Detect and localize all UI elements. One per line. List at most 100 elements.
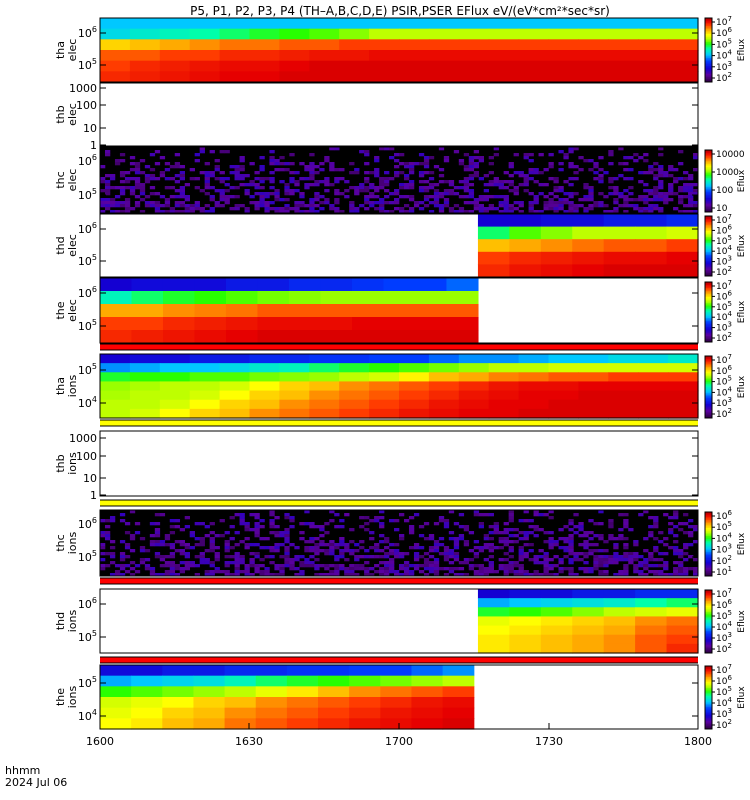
heatmap-cell <box>643 573 649 577</box>
heatmap-cell <box>598 177 604 181</box>
heatmap-cell <box>443 159 450 163</box>
heatmap-cell <box>438 147 445 151</box>
heatmap-cell <box>568 552 574 556</box>
heatmap-cell <box>204 204 210 208</box>
heatmap-cell <box>683 552 689 556</box>
heatmap-cell <box>199 540 205 544</box>
y-axis-label: thb <box>54 454 67 472</box>
heatmap-cell <box>379 570 385 574</box>
heatmap-cell <box>119 180 126 184</box>
heatmap-cell <box>129 573 136 577</box>
heatmap-cell <box>219 363 251 373</box>
heatmap-cell <box>658 552 664 556</box>
heatmap-cell <box>408 162 415 166</box>
heatmap-cell <box>119 189 126 193</box>
colorbar-swatch <box>705 695 712 698</box>
heatmap-cell <box>663 192 669 196</box>
heatmap-cell <box>255 707 288 719</box>
heatmap-cell <box>513 201 519 205</box>
heatmap-cell <box>508 570 514 574</box>
heatmap-cell <box>379 540 385 544</box>
heatmap-cell <box>508 540 514 544</box>
heatmap-cell <box>513 528 519 532</box>
heatmap-cell <box>249 71 280 83</box>
heatmap-cell <box>318 686 350 698</box>
heatmap-cell <box>399 552 405 556</box>
heatmap-cell <box>374 516 380 520</box>
heatmap-cell <box>294 183 300 187</box>
y-axis-label: ions <box>66 531 79 554</box>
heatmap-cell <box>244 174 250 178</box>
heatmap-cell <box>304 510 310 514</box>
heatmap-cell <box>219 354 251 364</box>
heatmap-cell <box>533 198 539 202</box>
heatmap-cell <box>219 372 251 383</box>
heatmap-cell <box>668 381 699 392</box>
heatmap-cell <box>518 204 524 208</box>
heatmap-cell <box>483 195 489 199</box>
heatmap-cell <box>572 589 605 599</box>
heatmap-cell <box>583 159 589 163</box>
heatmap-cell <box>658 183 664 187</box>
heatmap-cell <box>244 546 250 550</box>
heatmap-cell <box>109 555 116 559</box>
heatmap-cell <box>109 186 116 190</box>
colorbar-tick-label: 106 <box>716 598 732 611</box>
heatmap-cell <box>509 264 542 278</box>
colorbar-swatch <box>705 306 712 308</box>
heatmap-cell <box>643 567 649 571</box>
heatmap-cell <box>279 531 285 535</box>
heatmap-cell <box>523 510 529 514</box>
heatmap-cell <box>613 552 619 556</box>
heatmap-cell <box>568 183 574 187</box>
heatmap-cell <box>603 540 609 544</box>
heatmap-cell <box>399 363 430 373</box>
heatmap-cell <box>349 204 355 208</box>
heatmap-cell <box>648 555 654 559</box>
heatmap-cell <box>478 159 485 163</box>
colorbar-swatch <box>705 539 712 542</box>
heatmap-cell <box>503 186 509 190</box>
heatmap-cell <box>159 540 166 544</box>
heatmap-cell <box>299 195 305 199</box>
heatmap-cell <box>234 543 240 547</box>
heatmap-cell <box>354 549 360 553</box>
heatmap-cell <box>635 616 668 627</box>
heatmap-cell <box>423 159 430 163</box>
heatmap-cell <box>369 408 400 419</box>
heatmap-cell <box>628 528 634 532</box>
heatmap-cell <box>573 192 579 196</box>
heatmap-cell <box>533 168 539 172</box>
heatmap-cell <box>428 71 460 83</box>
heatmap-cell <box>403 519 410 523</box>
heatmap-cell <box>189 210 195 214</box>
y-tick-label: 105 <box>78 318 97 333</box>
heatmap-cell <box>364 561 370 565</box>
heatmap-cell <box>428 39 460 51</box>
heatmap-cell <box>528 210 534 214</box>
heatmap-cell <box>588 186 594 190</box>
heatmap-cell <box>618 555 624 559</box>
colorbar-swatch <box>705 182 712 185</box>
heatmap-cell <box>678 561 684 565</box>
heatmap-cell <box>304 558 310 562</box>
heatmap-cell <box>114 210 121 214</box>
heatmap-cell <box>683 558 689 562</box>
heatmap-cell <box>518 39 550 51</box>
heatmap-cell <box>498 180 504 184</box>
heatmap-cell <box>124 171 131 175</box>
heatmap-cell <box>588 567 594 571</box>
heatmap-cell <box>503 171 509 175</box>
heatmap-cell <box>219 150 225 154</box>
heatmap-cell <box>578 522 584 526</box>
heatmap-cell <box>114 570 121 574</box>
heatmap-cell <box>578 60 609 72</box>
heatmap-cell <box>583 534 589 538</box>
heatmap-cell <box>508 534 514 538</box>
heatmap-cell <box>423 186 430 190</box>
heatmap-cell <box>523 531 529 535</box>
colorbar-swatch <box>705 250 712 253</box>
x-tick-label: 1700 <box>385 735 413 748</box>
heatmap-cell <box>523 153 529 157</box>
